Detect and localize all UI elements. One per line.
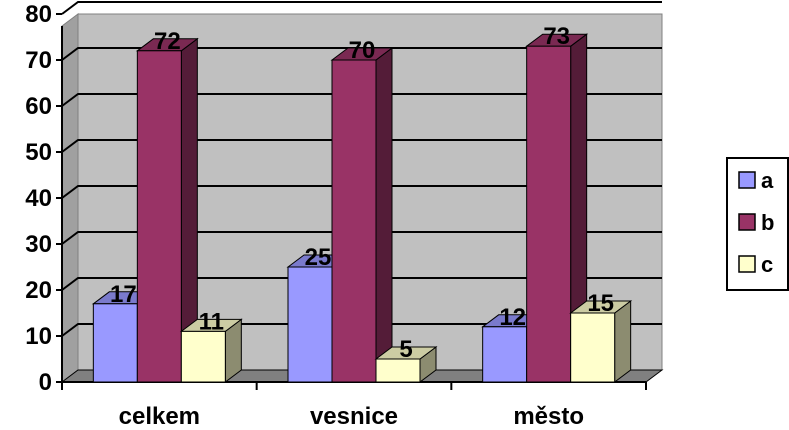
bars xyxy=(91,33,633,383)
data-label: 12 xyxy=(499,304,526,331)
bar xyxy=(525,33,589,383)
data-label: 11 xyxy=(199,308,224,335)
legend-label: c xyxy=(761,252,773,277)
gridline xyxy=(61,1,662,15)
bar xyxy=(569,300,633,383)
gridline xyxy=(61,231,662,245)
legend-swatch xyxy=(738,255,756,273)
data-labels: 17 72 11 25 70 5 12 73 15 xyxy=(110,23,614,363)
data-label: 70 xyxy=(349,37,376,64)
data-label: 5 xyxy=(399,336,412,363)
category-label: celkem xyxy=(119,403,200,430)
legend-label: a xyxy=(761,168,774,193)
bar-front xyxy=(92,303,138,383)
bar-side xyxy=(614,300,632,383)
bar xyxy=(330,47,394,383)
y-tick-label: 10 xyxy=(25,323,52,350)
gridline xyxy=(61,323,662,337)
data-label: 72 xyxy=(154,28,181,55)
gridline xyxy=(61,185,662,199)
bar-front xyxy=(375,358,421,383)
y-tick-label: 80 xyxy=(25,1,52,28)
category-label: vesnice xyxy=(310,403,398,430)
bar xyxy=(179,318,243,383)
bar-front xyxy=(331,59,377,383)
legend-item: b xyxy=(738,210,774,235)
legend-box xyxy=(726,157,789,291)
data-label: 17 xyxy=(110,281,137,308)
bar-front xyxy=(136,50,182,383)
y-tick-label: 30 xyxy=(25,231,52,258)
axes: 0 10 20 30 40 50 60 70 80 celkem vesnice město xyxy=(25,1,662,430)
y-tick-label: 20 xyxy=(25,277,52,304)
legend: abc xyxy=(726,157,789,291)
legend-item: a xyxy=(738,168,774,193)
data-label: 73 xyxy=(543,23,570,50)
gridline xyxy=(61,277,662,291)
y-tick-label: 60 xyxy=(25,93,52,120)
data-label: 15 xyxy=(587,290,614,317)
gridline xyxy=(61,47,662,61)
legend-swatch xyxy=(738,171,756,189)
bar-front xyxy=(482,326,528,383)
y-tick-label: 70 xyxy=(25,47,52,74)
data-label: 25 xyxy=(305,244,332,271)
bar xyxy=(135,37,199,383)
bar-front xyxy=(180,330,226,383)
bar-front xyxy=(287,266,333,383)
bar xyxy=(374,346,438,383)
bar-front xyxy=(526,45,572,383)
y-tick-label: 50 xyxy=(25,139,52,166)
gridline xyxy=(61,139,662,153)
y-tick-label: 0 xyxy=(39,369,52,396)
bar-side xyxy=(375,47,393,383)
legend-swatch xyxy=(738,213,756,231)
y-tick-label: 40 xyxy=(25,185,52,212)
legend-item: c xyxy=(738,252,773,277)
legend-label: b xyxy=(761,210,774,235)
bar-front xyxy=(570,312,616,383)
gridline xyxy=(61,93,662,107)
category-label: město xyxy=(513,403,584,430)
